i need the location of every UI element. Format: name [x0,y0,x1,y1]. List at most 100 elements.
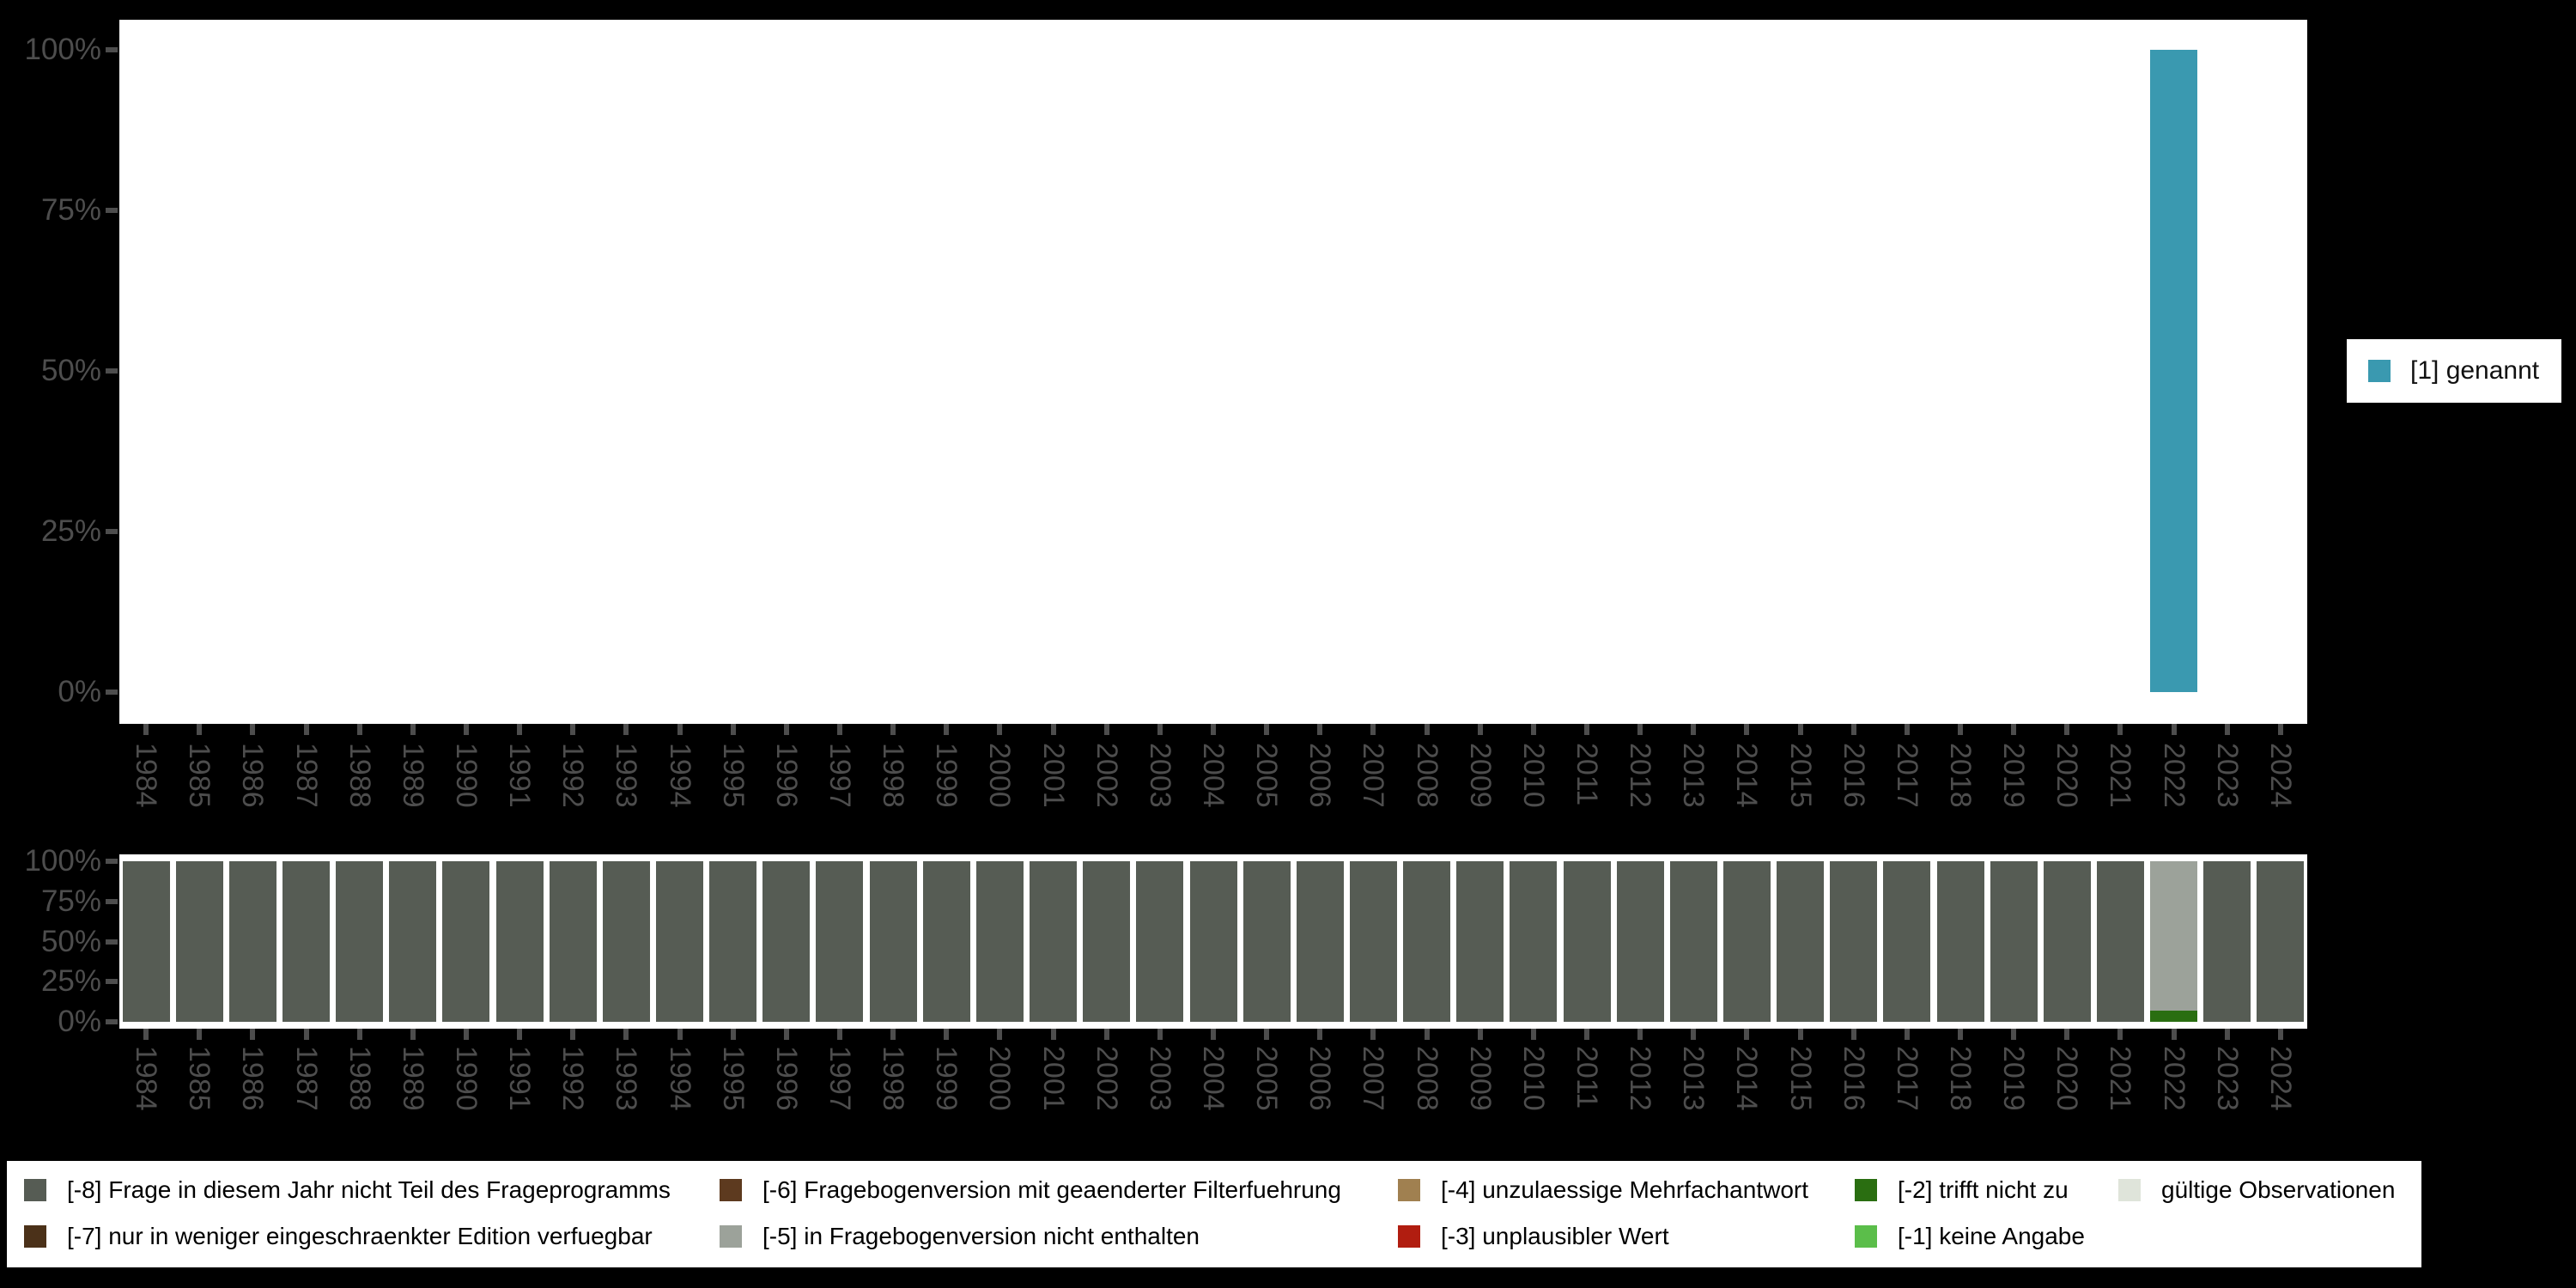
x-axis-tick [1370,1029,1376,1040]
x-axis-label: 2011 [1571,1046,1604,1109]
x-axis-tick [570,1029,576,1040]
x-axis-tick [1424,724,1430,735]
x-axis-label: 1985 [183,1046,216,1111]
bar-segment [1403,861,1451,1022]
x-axis-tick [836,724,842,735]
x-axis-label: 2011 [1571,743,1604,806]
bar-segment [2150,861,2198,1011]
x-axis-tick [2064,1029,2070,1040]
legend-swatch--4 [1398,1179,1420,1201]
x-axis-label: 1999 [930,1046,963,1111]
x-axis-tick [1584,724,1590,735]
y-axis-label: 50% [40,354,101,387]
x-axis-label: 2021 [2104,1046,2137,1111]
x-axis-tick [2117,724,2123,735]
bar-segment [283,861,330,1022]
x-axis-tick [463,1029,469,1040]
y-axis-tick [106,368,118,374]
x-axis-tick [623,1029,629,1040]
x-axis-label: 1995 [716,1046,750,1111]
x-axis-label: 1998 [877,1046,910,1111]
x-axis-label: 2014 [1730,743,1764,808]
x-axis-tick [356,1029,362,1040]
x-axis-label: 2004 [1197,743,1230,808]
y-axis-label: 75% [40,884,101,918]
x-axis-tick [356,724,362,735]
bar-segment [922,861,970,1022]
x-axis-tick [1637,1029,1643,1040]
x-axis-label: 2017 [1890,743,1923,808]
x-axis-label: 2019 [1997,1046,2031,1111]
value-chart-legend: [1] genannt [2347,339,2561,403]
x-axis-label: 2003 [1143,743,1176,808]
x-axis-tick [2064,724,2070,735]
x-axis-label: 1996 [769,1046,803,1111]
bar-segment [1136,861,1184,1022]
x-axis-label: 2018 [1944,743,1978,808]
x-axis-tick [1637,724,1643,735]
x-axis-label: 2000 [983,1046,1017,1111]
x-axis-tick [2011,1029,2017,1040]
bar-segment [602,861,650,1022]
x-axis-tick [1424,1029,1430,1040]
x-axis-tick [1050,1029,1056,1040]
x-axis-tick [783,1029,789,1040]
x-axis-tick [2011,724,2017,735]
x-axis-label: 2005 [1250,1046,1284,1111]
x-axis-label: 1990 [449,1046,483,1111]
x-axis-label: 1992 [556,743,590,808]
x-axis-tick [1744,724,1750,735]
x-axis-tick [1797,724,1803,735]
x-axis-tick [517,724,523,735]
genannt-label: [1] genannt [2410,356,2540,385]
x-axis-tick [1477,724,1483,735]
x-axis-tick [890,724,896,735]
bar-segment [2257,861,2305,1022]
x-axis-label: 2006 [1303,743,1337,808]
x-axis-label: 2018 [1944,1046,1978,1111]
x-axis-label: 2022 [2157,1046,2190,1111]
y-axis-tick [106,979,118,985]
x-axis-tick [1157,1029,1163,1040]
x-axis-tick [197,724,203,735]
x-axis-tick [197,1029,203,1040]
x-axis-label: 2013 [1677,1046,1710,1111]
x-axis-label: 2016 [1837,743,1870,808]
x-axis-tick [2224,1029,2230,1040]
y-axis-tick [106,208,118,213]
y-axis-tick [106,47,118,52]
x-axis-tick [677,1029,683,1040]
x-axis-tick [1958,724,1964,735]
legend-label--1: [-1] keine Angabe [1898,1223,2085,1249]
x-axis-label: 2015 [1783,1046,1817,1111]
legend-label--2: [-2] trifft nicht zu [1898,1176,2069,1203]
x-axis-tick [1264,724,1270,735]
legend-label--8: [-8] Frage in diesem Jahr nicht Teil des… [67,1176,671,1203]
x-axis-label: 2007 [1357,743,1390,808]
bar-segment [1242,861,1291,1022]
bar-segment [2150,50,2198,692]
x-axis-tick [463,724,469,735]
bar-segment [1349,861,1397,1022]
legend-swatch--1 [1855,1225,1877,1248]
bar-segment [1722,861,1771,1022]
x-axis-tick [2224,724,2230,735]
x-axis-tick [250,1029,256,1040]
x-axis-label: 2002 [1090,743,1123,808]
legend-swatch--5 [720,1225,742,1248]
x-axis-tick [783,724,789,735]
x-axis-tick [303,724,309,735]
x-axis-label: 1993 [610,743,643,808]
bar-segment [336,861,384,1022]
x-axis-label: 2009 [1463,743,1497,808]
x-axis-tick [570,724,576,735]
y-axis-label: 100% [24,33,101,66]
x-axis-label: 2019 [1997,743,2031,808]
x-axis-tick [730,724,736,735]
x-axis-label: 1989 [396,1046,429,1111]
legend-label--7: [-7] nur in weniger eingeschraenkter Edi… [67,1223,653,1249]
x-axis-tick [1103,1029,1109,1040]
x-axis-label: 1986 [236,743,270,808]
bar-segment [1777,861,1825,1022]
y-axis-tick [106,939,118,945]
